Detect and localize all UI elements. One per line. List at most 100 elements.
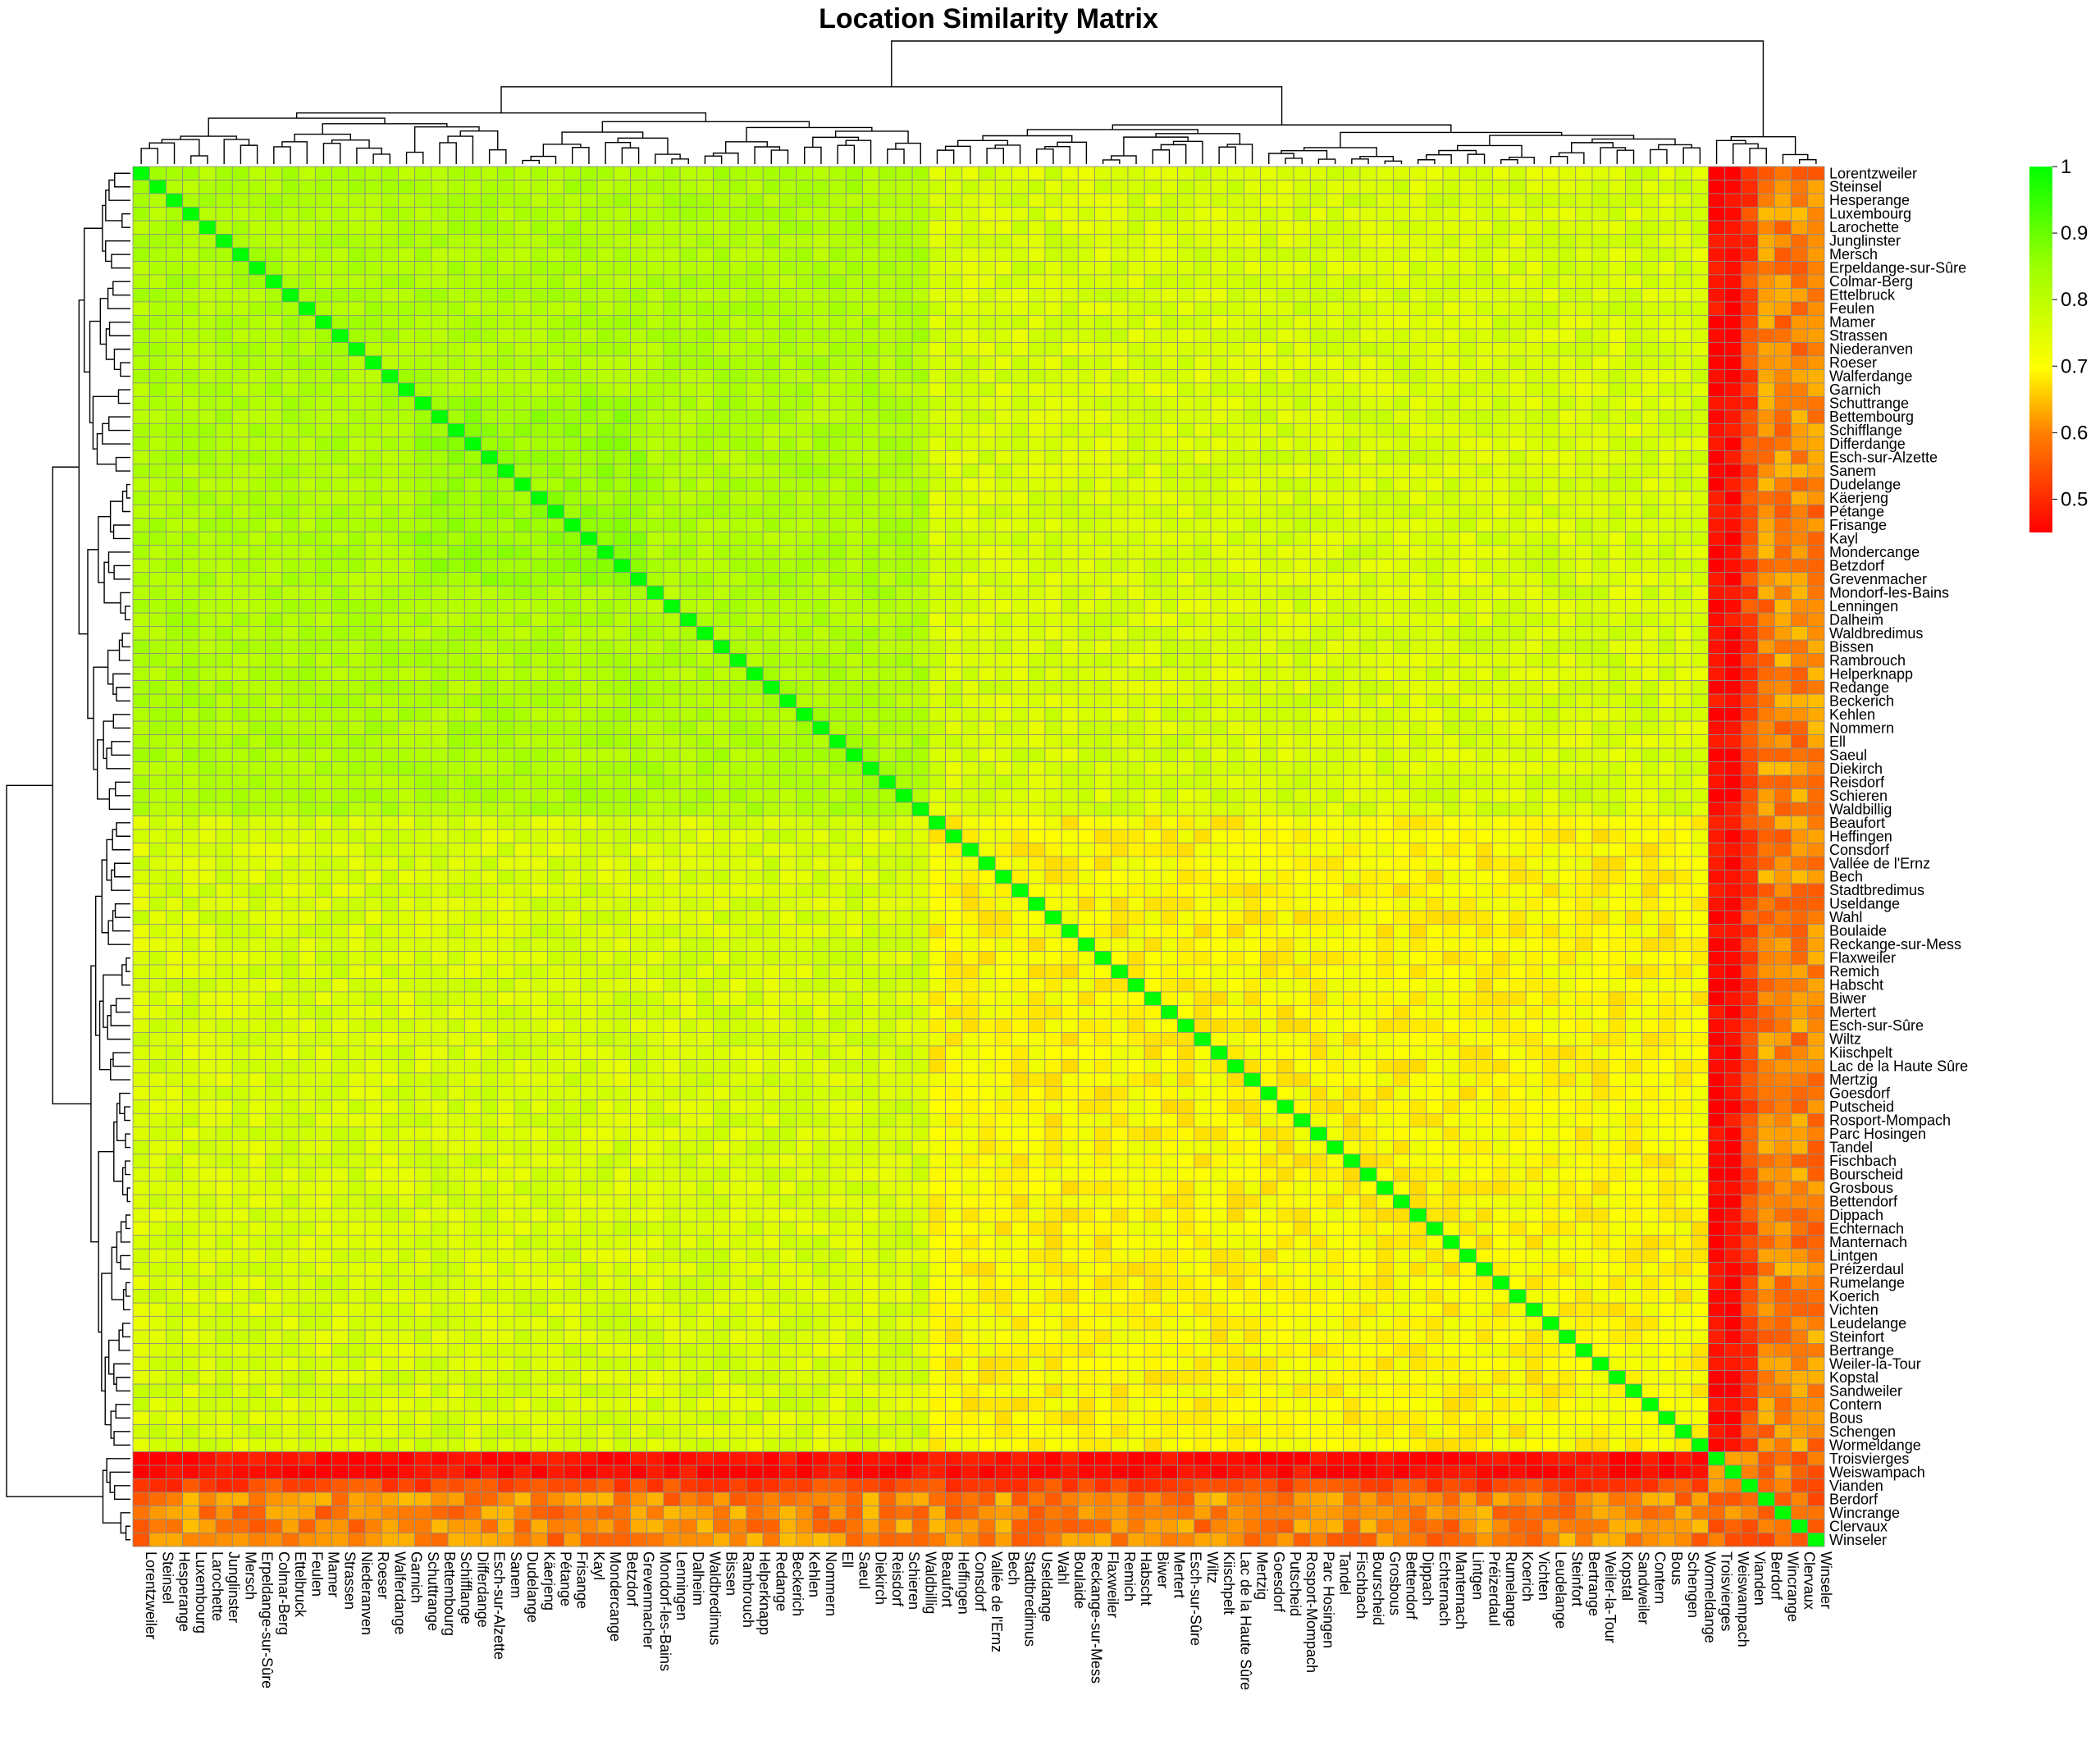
heatmap-cell [1111, 788, 1129, 803]
heatmap-cell [215, 747, 233, 762]
heatmap-cell [249, 234, 267, 249]
heatmap-cell [1028, 545, 1046, 560]
heatmap-cell [1392, 491, 1411, 505]
heatmap-cell [1757, 747, 1775, 762]
heatmap-cell [546, 504, 565, 519]
heatmap-cell [481, 395, 499, 411]
heatmap-cell [796, 585, 814, 601]
heatmap-cell [1791, 653, 1809, 668]
heatmap-cell [331, 314, 349, 330]
heatmap-cell [961, 612, 979, 628]
heatmap-cell [1541, 274, 1559, 289]
heatmap-cell [497, 464, 515, 478]
heatmap-cell [1625, 653, 1643, 668]
heatmap-cell [1244, 341, 1262, 357]
heatmap-cell [1210, 558, 1228, 573]
heatmap-cell [1111, 301, 1129, 316]
heatmap-cell [364, 328, 382, 343]
heatmap-cell [1309, 639, 1327, 655]
heatmap-cell [1144, 368, 1162, 384]
heatmap-cell [1807, 247, 1825, 262]
heatmap-cell [1293, 409, 1311, 424]
heatmap-cell [1077, 477, 1095, 492]
heatmap-cell [199, 409, 217, 424]
heatmap-cell [298, 788, 316, 803]
dendrogram-branch [223, 139, 250, 164]
heatmap-cell [1044, 261, 1062, 276]
heatmap-cell [696, 207, 714, 222]
heatmap-cell [1226, 653, 1244, 668]
heatmap-cell [911, 193, 929, 208]
heatmap-cell [298, 585, 316, 601]
heatmap-cell [381, 328, 399, 343]
heatmap-cell [596, 761, 614, 776]
heatmap-cell [1244, 193, 1262, 208]
heatmap-cell [1326, 180, 1344, 194]
heatmap-cell [1326, 368, 1344, 384]
heatmap-cell [1541, 328, 1559, 343]
heatmap-cell [463, 747, 482, 762]
heatmap-cell [895, 288, 913, 303]
heatmap-cell [1757, 531, 1775, 546]
heatmap-cell [249, 545, 267, 560]
heatmap-cell [961, 680, 979, 695]
heatmap-cell [1591, 247, 1609, 262]
heatmap-cell [1791, 734, 1809, 749]
heatmap-cell [1459, 288, 1477, 303]
dendrogram-branch [1682, 147, 1701, 164]
heatmap-cell [298, 707, 316, 722]
heatmap-cell [895, 626, 913, 641]
dendrogram-branch [500, 86, 1283, 126]
heatmap-cell [746, 666, 764, 682]
heatmap-cell [314, 774, 332, 789]
heatmap-cell [514, 788, 532, 803]
heatmap-cell [132, 368, 150, 384]
heatmap-cell [1177, 707, 1195, 722]
heatmap-cell [148, 626, 167, 641]
heatmap-cell [249, 653, 267, 668]
heatmap-cell [1459, 680, 1477, 695]
heatmap-cell [696, 666, 714, 682]
heatmap-cell [546, 382, 565, 397]
heatmap-cell [398, 612, 416, 628]
heatmap-cell [331, 464, 349, 478]
dendrogram-branch [891, 40, 1764, 137]
heatmap-cell [497, 680, 515, 695]
heatmap-cell [166, 314, 184, 330]
heatmap-cell [1459, 234, 1477, 249]
heatmap-cell [1160, 180, 1178, 194]
heatmap-cell [646, 599, 664, 614]
heatmap-cell [1011, 747, 1029, 762]
heatmap-cell [1459, 545, 1477, 560]
heatmap-cell [1708, 639, 1726, 655]
heatmap-cell [148, 518, 167, 532]
heatmap-cell [879, 531, 897, 546]
heatmap-cell [514, 491, 532, 505]
heatmap-cell [1376, 234, 1394, 249]
heatmap-cell [431, 572, 449, 587]
heatmap-cell [1111, 680, 1129, 695]
heatmap-cell [281, 220, 299, 235]
heatmap-cell [729, 288, 747, 303]
heatmap-cell [1724, 693, 1742, 709]
heatmap-cell [564, 314, 582, 330]
heatmap-cell [978, 261, 996, 276]
heatmap-cell [1276, 707, 1294, 722]
heatmap-cell [978, 531, 996, 546]
heatmap-cell [182, 180, 200, 194]
heatmap-cell [447, 653, 465, 668]
heatmap-cell [1359, 166, 1377, 180]
heatmap-cell [1591, 612, 1609, 628]
heatmap-cell [729, 166, 747, 180]
heatmap-cell [1194, 720, 1212, 735]
heatmap-cell [1359, 288, 1377, 303]
heatmap-cell [1359, 193, 1377, 208]
heatmap-cell [1492, 518, 1510, 532]
heatmap-cell [679, 464, 697, 478]
heatmap-cell [1011, 247, 1029, 262]
heatmap-cell [1144, 234, 1162, 249]
heatmap-cell [314, 409, 332, 424]
heatmap-cell [994, 341, 1012, 357]
heatmap-cell [1061, 761, 1079, 776]
heatmap-cell [1094, 653, 1112, 668]
